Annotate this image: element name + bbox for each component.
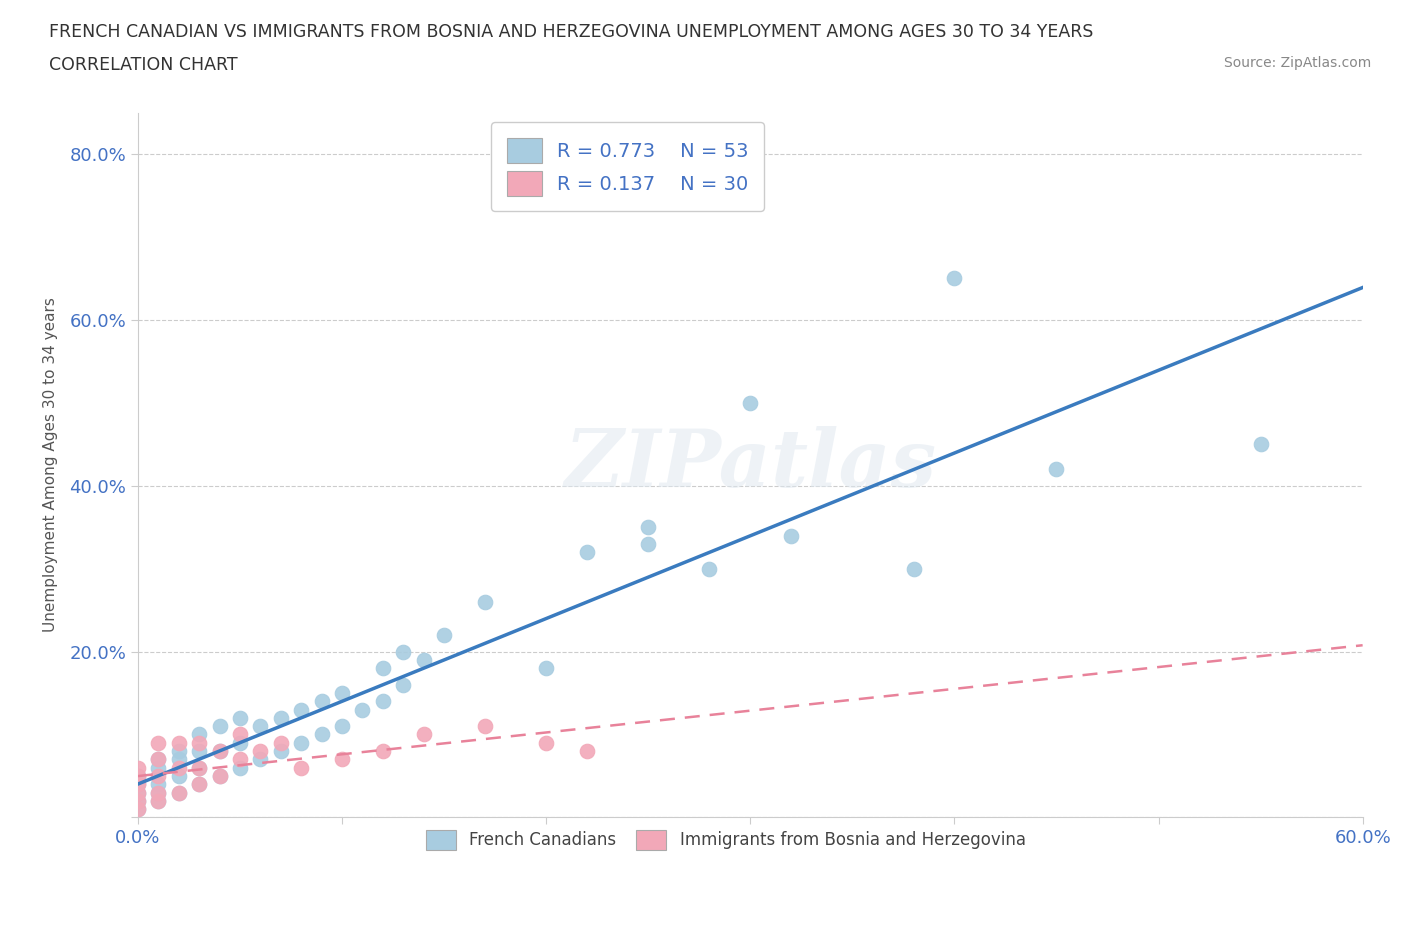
Point	[167, 744, 190, 759]
Point	[188, 744, 211, 759]
Y-axis label: Unemployment Among Ages 30 to 34 years: Unemployment Among Ages 30 to 34 years	[44, 298, 58, 632]
Point	[188, 760, 211, 775]
Point	[208, 744, 231, 759]
Point	[412, 653, 434, 668]
Point	[167, 785, 190, 800]
Point	[229, 736, 252, 751]
Point	[127, 777, 149, 791]
Point	[392, 677, 415, 692]
Point	[229, 711, 252, 725]
Point	[148, 736, 170, 751]
Point	[249, 752, 271, 767]
Point	[270, 736, 292, 751]
Point	[311, 694, 333, 709]
Point	[943, 271, 966, 286]
Point	[534, 736, 557, 751]
Point	[1250, 437, 1272, 452]
Point	[167, 785, 190, 800]
Point	[148, 768, 170, 783]
Point	[740, 395, 762, 410]
Point	[188, 727, 211, 742]
Point	[330, 752, 353, 767]
Point	[474, 719, 496, 734]
Text: Source: ZipAtlas.com: Source: ZipAtlas.com	[1223, 56, 1371, 70]
Point	[127, 785, 149, 800]
Point	[474, 594, 496, 609]
Point	[148, 752, 170, 767]
Point	[903, 561, 925, 576]
Point	[127, 802, 149, 817]
Point	[229, 752, 252, 767]
Point	[188, 777, 211, 791]
Point	[208, 719, 231, 734]
Point	[699, 561, 721, 576]
Point	[371, 660, 394, 675]
Point	[148, 793, 170, 808]
Point	[249, 719, 271, 734]
Point	[392, 644, 415, 659]
Text: CORRELATION CHART: CORRELATION CHART	[49, 56, 238, 73]
Point	[167, 760, 190, 775]
Point	[229, 727, 252, 742]
Text: ZIPatlas: ZIPatlas	[564, 426, 936, 504]
Point	[167, 768, 190, 783]
Point	[127, 768, 149, 783]
Point	[208, 744, 231, 759]
Point	[412, 727, 434, 742]
Point	[148, 752, 170, 767]
Point	[352, 702, 374, 717]
Point	[188, 777, 211, 791]
Point	[534, 660, 557, 675]
Point	[229, 760, 252, 775]
Point	[188, 736, 211, 751]
Point	[208, 768, 231, 783]
Point	[148, 785, 170, 800]
Point	[249, 744, 271, 759]
Point	[290, 760, 312, 775]
Point	[148, 793, 170, 808]
Point	[270, 744, 292, 759]
Point	[433, 628, 456, 643]
Point	[637, 520, 659, 535]
Point	[270, 711, 292, 725]
Point	[290, 702, 312, 717]
Point	[148, 760, 170, 775]
Point	[311, 727, 333, 742]
Point	[330, 719, 353, 734]
Text: FRENCH CANADIAN VS IMMIGRANTS FROM BOSNIA AND HERZEGOVINA UNEMPLOYMENT AMONG AGE: FRENCH CANADIAN VS IMMIGRANTS FROM BOSNI…	[49, 23, 1094, 41]
Point	[127, 760, 149, 775]
Point	[188, 760, 211, 775]
Point	[127, 785, 149, 800]
Point	[575, 545, 598, 560]
Point	[1045, 461, 1067, 476]
Legend: French Canadians, Immigrants from Bosnia and Herzegovina: French Canadians, Immigrants from Bosnia…	[418, 821, 1033, 858]
Point	[167, 736, 190, 751]
Point	[575, 744, 598, 759]
Point	[371, 744, 394, 759]
Point	[637, 537, 659, 551]
Point	[780, 528, 803, 543]
Point	[127, 777, 149, 791]
Point	[148, 777, 170, 791]
Point	[127, 793, 149, 808]
Point	[290, 736, 312, 751]
Point	[371, 694, 394, 709]
Point	[167, 752, 190, 767]
Point	[127, 793, 149, 808]
Point	[127, 802, 149, 817]
Point	[127, 768, 149, 783]
Point	[208, 768, 231, 783]
Point	[148, 785, 170, 800]
Point	[330, 685, 353, 700]
